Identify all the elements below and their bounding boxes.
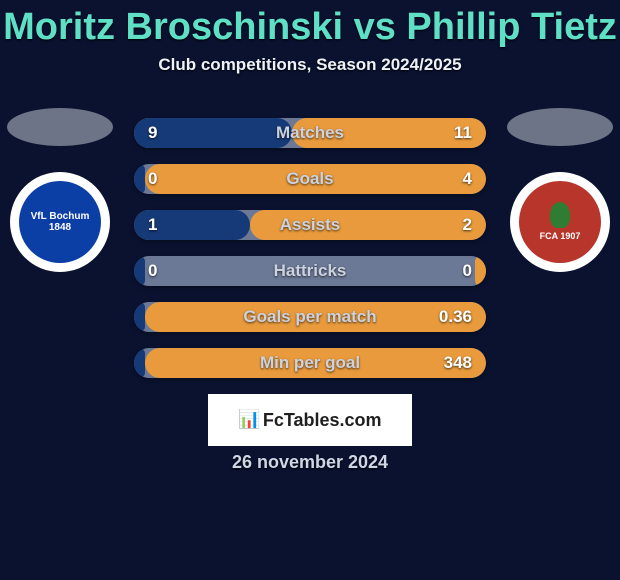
metric-bar-bg bbox=[134, 256, 486, 286]
metric-row: 0Goals4 bbox=[134, 164, 486, 194]
subtitle-text: Club competitions, Season 2024/2025 bbox=[158, 55, 461, 74]
right-club-badge-inner: FCA 1907 bbox=[519, 181, 601, 263]
metric-row: 0Hattricks0 bbox=[134, 256, 486, 286]
brand-text: FcTables.com bbox=[263, 410, 382, 431]
metric-left-value: 0 bbox=[148, 256, 157, 286]
metric-left-fill bbox=[134, 348, 145, 378]
date-caption: 26 november 2024 bbox=[0, 452, 620, 473]
metric-row: 9Matches11 bbox=[134, 118, 486, 148]
metric-left-value: 0 bbox=[148, 164, 157, 194]
comparison-bars: 9Matches11 0Goals4 1Assists2 0Hattricks0 Goa… bbox=[134, 118, 486, 394]
page-subtitle: Club competitions, Season 2024/2025 bbox=[0, 55, 620, 75]
metric-left-fill bbox=[134, 302, 145, 332]
metric-right-fill bbox=[145, 348, 486, 378]
metric-right-fill bbox=[250, 210, 486, 240]
date-text: 26 november 2024 bbox=[232, 452, 388, 472]
right-club-badge: FCA 1907 bbox=[510, 172, 610, 272]
title-text: Moritz Broschinski vs Phillip Tietz bbox=[3, 6, 617, 48]
page-title: Moritz Broschinski vs Phillip Tietz bbox=[0, 0, 620, 49]
left-player-column: VfL Bochum 1848 bbox=[0, 108, 120, 272]
left-club-badge: VfL Bochum 1848 bbox=[10, 172, 110, 272]
left-club-badge-inner: VfL Bochum 1848 bbox=[19, 181, 101, 263]
metric-right-value: 4 bbox=[463, 164, 472, 194]
metric-right-fill bbox=[475, 256, 486, 286]
metric-left-value: 9 bbox=[148, 118, 157, 148]
right-club-accent bbox=[550, 202, 570, 228]
metric-right-value: 11 bbox=[454, 118, 472, 148]
metric-right-fill bbox=[145, 302, 486, 332]
metric-right-value: 2 bbox=[463, 210, 472, 240]
metric-row: Min per goal348 bbox=[134, 348, 486, 378]
metric-right-value: 0.36 bbox=[439, 302, 472, 332]
metric-right-fill bbox=[145, 164, 486, 194]
metric-left-fill bbox=[134, 118, 292, 148]
metric-row: 1Assists2 bbox=[134, 210, 486, 240]
right-player-avatar-placeholder bbox=[507, 108, 613, 146]
right-club-name: FCA 1907 bbox=[540, 232, 581, 242]
brand-icon: 📊 bbox=[238, 409, 260, 430]
left-club-name: VfL Bochum 1848 bbox=[19, 211, 101, 233]
metric-left-value: 1 bbox=[148, 210, 157, 240]
right-player-column: FCA 1907 bbox=[500, 108, 620, 272]
metric-right-value: 0 bbox=[463, 256, 472, 286]
metric-row: Goals per match0.36 bbox=[134, 302, 486, 332]
left-player-avatar-placeholder bbox=[7, 108, 113, 146]
metric-right-value: 348 bbox=[444, 348, 472, 378]
metric-left-fill bbox=[134, 256, 145, 286]
metric-left-fill bbox=[134, 164, 145, 194]
brand-box: 📊 FcTables.com bbox=[208, 394, 412, 446]
